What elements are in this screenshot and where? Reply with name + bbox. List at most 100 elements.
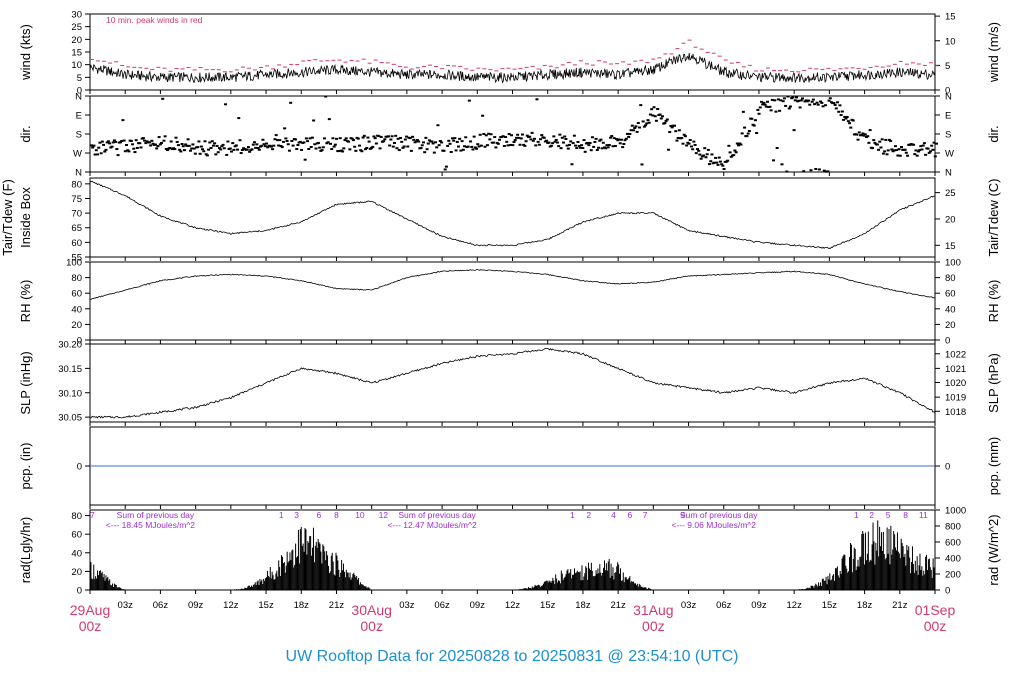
wind-dir-point <box>837 110 841 113</box>
wind-dir-point <box>93 153 97 156</box>
wind-dir-point <box>784 104 788 107</box>
wind-dir-point <box>110 145 114 148</box>
wind-dir-point <box>443 168 447 171</box>
wind-dir-point <box>269 145 273 148</box>
wind-dir-point <box>94 149 98 152</box>
wind-dir-point <box>501 135 505 138</box>
wind-dir-point <box>834 107 838 110</box>
rad-left-tick-label: 40 <box>71 548 82 559</box>
wind-left-tick-label: 20 <box>71 35 82 46</box>
wind-dir-point <box>260 144 264 147</box>
wind-dir-point <box>558 133 562 136</box>
wind-dir-point <box>485 144 489 147</box>
wind-dir-point <box>656 108 660 111</box>
wind-dir-point <box>919 145 923 148</box>
wind-dir-point <box>303 158 307 161</box>
dir-left-tick-label: W <box>73 149 82 160</box>
wind-dir-point <box>862 134 866 137</box>
wind-dir-point <box>551 142 555 145</box>
wind-dir-point <box>581 147 585 150</box>
wind-dir-point <box>697 149 701 152</box>
wind-dir-point <box>174 136 178 139</box>
wind-dir-point <box>118 141 122 144</box>
rh-right-tick-label: 80 <box>945 273 956 284</box>
slp-left-tick-label: 30.05 <box>58 413 82 424</box>
wind-dir-point <box>506 144 510 147</box>
wind-dir-point <box>519 137 523 140</box>
wind-dir-point <box>437 144 441 147</box>
wind-annotation: 10 min. peak winds in red <box>106 15 203 25</box>
wind-dir-point <box>928 150 932 153</box>
wind-dir-point <box>593 140 597 143</box>
day-hour-label: 00z <box>360 618 383 634</box>
wind-dir-point <box>378 147 382 150</box>
wind-dir-point <box>191 143 195 146</box>
slp-right-tick-label: 1020 <box>945 378 966 389</box>
dir-right-tick-label: N <box>945 168 952 179</box>
wind-dir-point <box>237 117 241 120</box>
wind-dir-point <box>493 136 497 139</box>
wind-dir-point <box>529 138 533 141</box>
wind-dir-point <box>817 168 821 171</box>
wind-dir-point <box>590 136 594 139</box>
wind-dir-point <box>718 160 722 163</box>
wind-dir-point <box>238 139 242 142</box>
wind-dir-point <box>337 150 341 153</box>
wind-dir-point <box>759 100 763 103</box>
rad-hour-mark: 5 <box>886 510 891 520</box>
wind-dir-point <box>774 110 778 113</box>
wind-ylabel-left: wind (kts) <box>18 24 33 81</box>
wind-dir-point <box>421 141 425 144</box>
wind-dir-point <box>924 153 928 156</box>
wind-dir-point <box>456 145 460 148</box>
wind-dir-point <box>99 152 103 155</box>
wind-dir-point <box>103 150 107 153</box>
wind-dir-point <box>310 136 314 139</box>
wind-dir-point <box>386 135 390 138</box>
wind-dir-point <box>740 132 744 135</box>
wind-dir-point <box>641 120 645 123</box>
wind-dir-point <box>704 156 708 159</box>
wind-dir-point <box>215 144 219 147</box>
wind-dir-point <box>826 170 830 173</box>
wind-dir-point <box>510 134 514 137</box>
wind-dir-point <box>776 98 780 101</box>
wind-dir-point <box>570 163 574 166</box>
wind-dir-point <box>906 154 910 157</box>
wind-dir-point <box>473 146 477 149</box>
wind-dir-point <box>621 146 625 149</box>
rh-right-tick-label: 40 <box>945 304 956 315</box>
wind-dir-point <box>425 148 429 151</box>
wind-dir-point <box>681 142 685 145</box>
wind-dir-point <box>104 148 108 151</box>
temp-left-tick-label: 55 <box>71 253 82 264</box>
wind-dir-point <box>913 153 917 156</box>
wind-dir-point <box>794 96 798 99</box>
temp-left-tick-label: 75 <box>71 194 82 205</box>
wind-dir-point <box>294 138 298 141</box>
wind-dir-point <box>597 146 600 149</box>
wind-dir-point <box>507 133 511 136</box>
wind-dir-point <box>822 169 826 172</box>
wind-dir-point <box>674 130 678 133</box>
wind-dir-point <box>232 148 236 151</box>
wind-dir-point <box>483 145 487 148</box>
rh-right-tick-label: 20 <box>945 320 956 331</box>
wind-dir-point <box>105 141 109 144</box>
wind-dir-point <box>517 136 521 139</box>
day-label: 31Aug <box>633 602 673 618</box>
wind-dir-point <box>97 146 101 149</box>
x-tick-label: 06z <box>716 600 732 611</box>
panel-pcp <box>85 426 940 509</box>
wind-dir-point <box>449 150 453 153</box>
wind-dir-point <box>651 114 655 117</box>
rad-left-tick-label: 80 <box>71 511 82 522</box>
wind-dir-point <box>693 143 697 146</box>
wind-dir-point <box>530 131 534 134</box>
wind-dir-point <box>360 150 364 153</box>
wind-dir-point <box>447 139 451 142</box>
wind-dir-point <box>274 134 278 137</box>
wind-dir-point <box>318 146 322 149</box>
wind-dir-point <box>262 143 266 146</box>
wind-dir-point <box>409 149 413 152</box>
